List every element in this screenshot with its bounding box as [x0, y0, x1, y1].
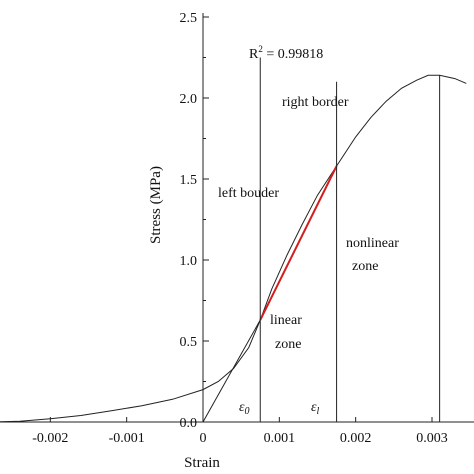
nonlinear-zone-label-2: zone — [352, 259, 378, 274]
epsilon-l-label: εl — [311, 400, 320, 417]
x-tick-label: 0.003 — [416, 431, 448, 446]
epsilon-l-base: ε — [311, 400, 317, 415]
series-line-0 — [0, 74, 467, 423]
x-tick-label: 0 — [200, 431, 207, 446]
r-squared-value: = 0.99818 — [263, 47, 323, 62]
right-border-label: right border — [282, 95, 349, 110]
vertical-marker-lines — [259, 57, 441, 422]
epsilon-0-label: ε0 — [239, 400, 250, 417]
nonlinear-zone-label-1: nonlinear — [346, 236, 399, 251]
r-squared-annotation: R2 = 0.99818 — [249, 44, 323, 62]
x-tick-label: -0.002 — [32, 431, 68, 446]
y-tick-label: 1.5 — [180, 173, 198, 188]
y-tick-label: 2.0 — [180, 92, 198, 107]
r-squared-prefix: R — [249, 47, 259, 62]
series-line-1 — [259, 165, 338, 321]
epsilon-0-sub: 0 — [245, 406, 250, 417]
y-tick-label: 0.5 — [180, 335, 198, 350]
x-tick-label: 0.002 — [340, 431, 372, 446]
series-line-2 — [202, 319, 261, 423]
y-axis-title: Stress (MPa) — [148, 166, 164, 244]
curves — [0, 74, 467, 423]
left-border-label: left bouder — [218, 186, 279, 201]
y-tick-label: 2.5 — [180, 11, 198, 26]
x-tick-label: 0.001 — [264, 431, 296, 446]
r-squared-sup: 2 — [258, 44, 263, 54]
epsilon-l-sub: l — [317, 406, 320, 417]
axes — [0, 13, 474, 423]
linear-zone-label-2: zone — [275, 337, 301, 352]
tick-labels: 0.00.51.01.52.02.5-0.003-0.002-0.00100.0… — [32, 11, 448, 446]
y-tick-label: 1.0 — [180, 254, 198, 269]
x-axis-title: Strain — [184, 455, 220, 471]
linear-zone-label-1: linear — [270, 313, 302, 328]
epsilon-0-base: ε — [239, 400, 245, 415]
y-tick-label: 0.0 — [180, 416, 198, 431]
x-tick-label: -0.001 — [109, 431, 145, 446]
